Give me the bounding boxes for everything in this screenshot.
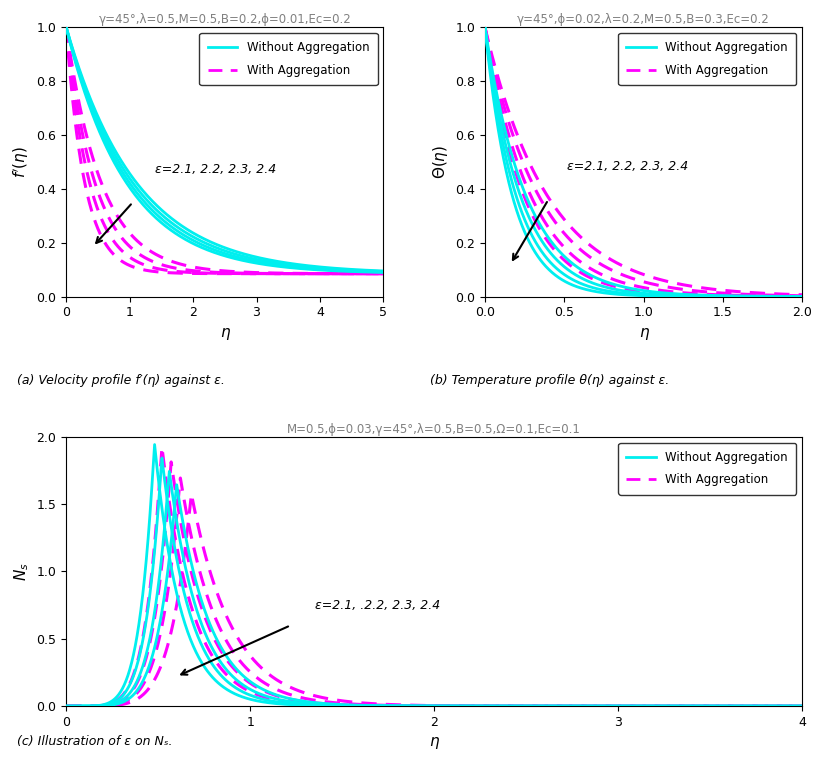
Legend: Without Aggregation, With Aggregation: Without Aggregation, With Aggregation (199, 33, 377, 85)
Title: γ=45°,ϕ=0.02,λ=0.2,M=0.5,B=0.3,Ec=0.2: γ=45°,ϕ=0.02,λ=0.2,M=0.5,B=0.3,Ec=0.2 (517, 13, 770, 26)
Text: (b) Temperature profile θ(η) against ε.: (b) Temperature profile θ(η) against ε. (430, 374, 669, 387)
X-axis label: η: η (429, 734, 439, 750)
X-axis label: η: η (220, 325, 230, 340)
Title: γ=45°,λ=0.5,M=0.5,B=0.2,ϕ=0.01,Ec=0.2: γ=45°,λ=0.5,M=0.5,B=0.2,ϕ=0.01,Ec=0.2 (98, 13, 351, 26)
Text: ε=2.1, 2.2, 2.3, 2.4: ε=2.1, 2.2, 2.3, 2.4 (567, 160, 689, 173)
Text: (a) Velocity profile f′(η) against ε.: (a) Velocity profile f′(η) against ε. (17, 374, 224, 387)
Y-axis label: $\Theta(\eta)$: $\Theta(\eta)$ (431, 145, 450, 179)
Text: ε=2.1, .2.2, 2.3, 2.4: ε=2.1, .2.2, 2.3, 2.4 (314, 599, 440, 612)
Y-axis label: $N_s$: $N_s$ (12, 562, 31, 580)
Y-axis label: $f'(\eta)$: $f'(\eta)$ (12, 146, 31, 178)
Legend: Without Aggregation, With Aggregation: Without Aggregation, With Aggregation (618, 442, 796, 494)
Legend: Without Aggregation, With Aggregation: Without Aggregation, With Aggregation (618, 33, 796, 85)
Title: M=0.5,ϕ=0.03,γ=45°,λ=0.5,B=0.5,Ω=0.1,Ec=0.1: M=0.5,ϕ=0.03,γ=45°,λ=0.5,B=0.5,Ω=0.1,Ec=… (287, 423, 581, 435)
X-axis label: η: η (638, 325, 648, 340)
Text: ε=2.1, 2.2, 2.3, 2.4: ε=2.1, 2.2, 2.3, 2.4 (155, 163, 276, 175)
Text: (c) Illustration of ε on Nₛ.: (c) Illustration of ε on Nₛ. (17, 735, 172, 748)
